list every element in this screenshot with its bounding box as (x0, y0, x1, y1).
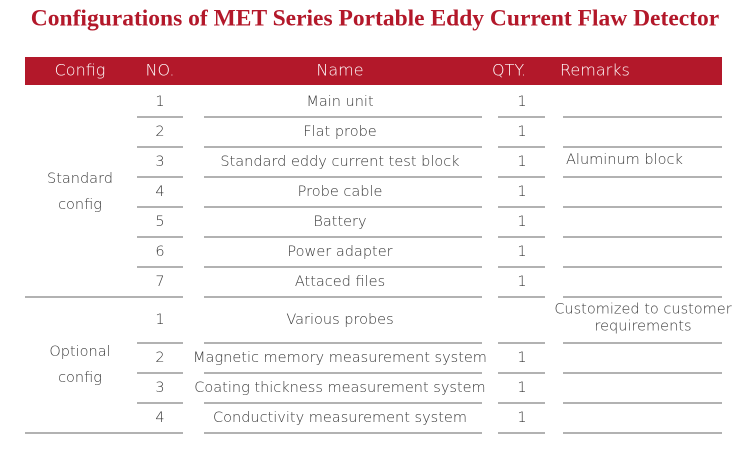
quantity: 1 (517, 410, 526, 426)
column-header: QTY. (492, 61, 526, 80)
item-name: Probe cable (298, 184, 383, 200)
item-name: Battery (313, 214, 366, 230)
item-name: Conductivity measurement system (213, 410, 467, 426)
group-label: Standard (47, 171, 113, 187)
item-name: Main unit (306, 94, 374, 110)
row-number: 2 (155, 124, 164, 140)
row-number: 1 (155, 312, 164, 328)
item-name: Coating thickness measurement system (194, 380, 485, 396)
remarks: requirements (594, 319, 691, 335)
item-name: Power adapter (287, 244, 392, 260)
item-name: Flat probe (303, 124, 376, 140)
column-header: NO. (146, 61, 175, 80)
title: Configurations of MET Series Portable Ed… (31, 5, 719, 31)
row-number: 6 (155, 244, 164, 260)
group-label: config (58, 197, 102, 213)
row-number: 4 (155, 184, 164, 200)
remarks: Aluminum block (566, 152, 683, 168)
header-bar (25, 57, 722, 85)
item-name: Magnetic memory measurement system (193, 350, 487, 366)
row-number: 5 (155, 214, 164, 230)
quantity: 1 (517, 244, 526, 260)
item-name: Various probes (286, 312, 393, 328)
column-header: Remarks (560, 61, 630, 80)
group-label: config (58, 370, 102, 386)
remarks: Customized to customer (554, 302, 731, 318)
quantity: 1 (517, 184, 526, 200)
group-label: Optional (49, 344, 110, 360)
row-number: 4 (155, 410, 164, 426)
column-header: Name (316, 61, 363, 80)
row-number: 1 (155, 94, 164, 110)
row-number: 2 (155, 350, 164, 366)
item-name: Standard eddy current test block (220, 154, 459, 170)
row-number: 3 (155, 380, 164, 396)
column-header: Config (55, 61, 106, 80)
quantity: 1 (517, 380, 526, 396)
quantity: 1 (517, 214, 526, 230)
row-number: 7 (155, 274, 164, 290)
item-name: Attaced files (295, 274, 385, 290)
row-number: 3 (155, 154, 164, 170)
quantity: 1 (517, 124, 526, 140)
quantity: 1 (517, 350, 526, 366)
quantity: 1 (517, 274, 526, 290)
quantity: 1 (517, 94, 526, 110)
quantity: 1 (517, 154, 526, 170)
